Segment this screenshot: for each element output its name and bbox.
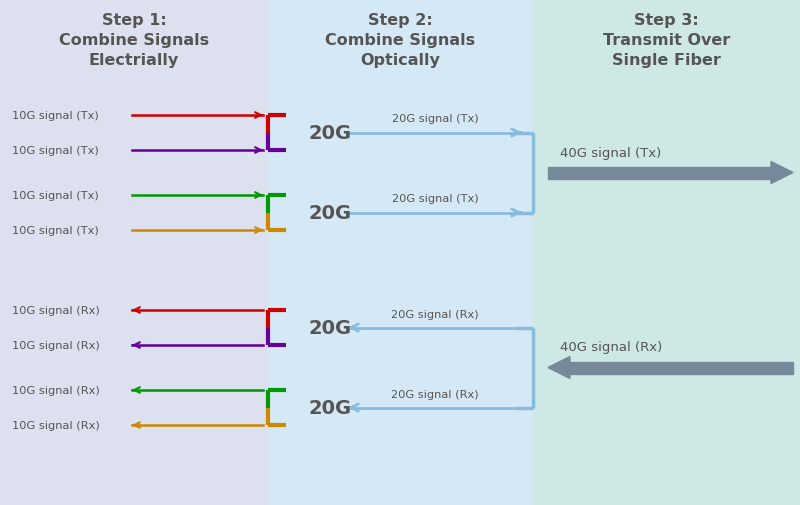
Text: 20G: 20G: [308, 398, 351, 417]
Text: Step 1:
Combine Signals
Electrially: Step 1: Combine Signals Electrially: [59, 13, 209, 68]
Text: 10G signal (Tx): 10G signal (Tx): [12, 111, 98, 121]
Text: 20G signal (Rx): 20G signal (Rx): [391, 389, 479, 399]
Bar: [570, 362, 793, 374]
Text: 20G: 20G: [308, 318, 351, 337]
Text: 10G signal (Tx): 10G signal (Tx): [12, 146, 98, 156]
Text: 20G: 20G: [308, 124, 351, 143]
Bar: [533, 0, 800, 505]
Text: Step 2:
Combine Signals
Optically: Step 2: Combine Signals Optically: [326, 13, 475, 68]
Text: 10G signal (Tx): 10G signal (Tx): [12, 226, 98, 235]
Text: 20G signal (Tx): 20G signal (Tx): [392, 114, 478, 124]
Text: 40G signal (Rx): 40G signal (Rx): [560, 341, 662, 354]
Bar: [0, 0, 268, 505]
Bar: [268, 0, 533, 505]
Text: 10G signal (Rx): 10G signal (Rx): [12, 340, 100, 350]
Text: 20G signal (Tx): 20G signal (Tx): [392, 194, 478, 204]
Bar: [548, 167, 771, 179]
Polygon shape: [548, 357, 570, 379]
Text: 20G: 20G: [308, 204, 351, 223]
Text: 10G signal (Rx): 10G signal (Rx): [12, 420, 100, 430]
Text: 10G signal (Rx): 10G signal (Rx): [12, 306, 100, 316]
Text: 20G signal (Rx): 20G signal (Rx): [391, 309, 479, 319]
Polygon shape: [771, 162, 793, 184]
Text: 40G signal (Tx): 40G signal (Tx): [560, 146, 662, 159]
Text: Step 3:
Transmit Over
Single Fiber: Step 3: Transmit Over Single Fiber: [603, 13, 730, 68]
Text: 10G signal (Tx): 10G signal (Tx): [12, 190, 98, 200]
Text: 10G signal (Rx): 10G signal (Rx): [12, 385, 100, 395]
